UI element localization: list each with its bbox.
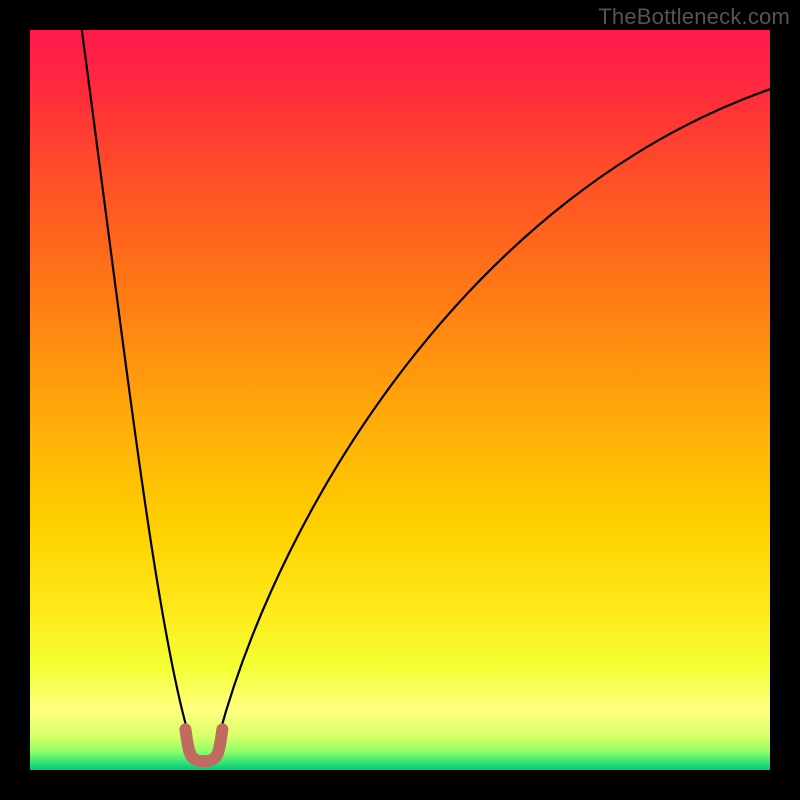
watermark-text: TheBottleneck.com: [598, 4, 790, 30]
plot-area: [30, 30, 770, 770]
chart-frame: TheBottleneck.com: [0, 0, 800, 800]
bottleneck-curve-chart: [30, 30, 770, 770]
